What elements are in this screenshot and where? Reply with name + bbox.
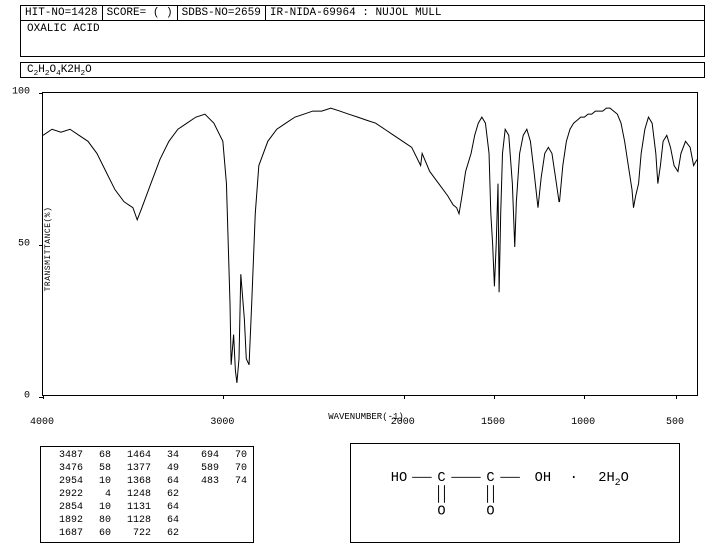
- svg-text:C: C: [437, 471, 445, 486]
- x-tick-label: 3000: [210, 417, 234, 428]
- svg-text:2H2O: 2H2O: [598, 471, 629, 488]
- structure-diagram: HO C C OH O O · 2H2O: [351, 444, 679, 542]
- y-tick-label: 50: [10, 239, 30, 250]
- x-tick-label: 1000: [571, 417, 595, 428]
- peak-table-row: 189280112864: [45, 514, 249, 527]
- peak-data-table: 3487681464346947034765813774958970295410…: [40, 446, 254, 543]
- formula-text: C2H2O4K2H2O: [27, 64, 92, 76]
- spectrum-line: [43, 93, 697, 395]
- x-tick-label: 500: [666, 417, 684, 428]
- svg-text:O: O: [486, 505, 494, 520]
- x-tick-label: 2000: [391, 417, 415, 428]
- x-tick-label: 1500: [481, 417, 505, 428]
- ir-info-cell: IR-NIDA-69964 : NUJOL MULL: [266, 6, 704, 20]
- peak-table-row: 285410113164: [45, 501, 249, 514]
- y-tick-label: 100: [10, 87, 30, 98]
- score-cell: SCORE= ( ): [103, 6, 178, 20]
- svg-text:O: O: [437, 505, 445, 520]
- compound-name: OXALIC ACID: [27, 23, 100, 35]
- hit-no-cell: HIT-NO=1428: [21, 6, 103, 20]
- svg-text:HO: HO: [391, 471, 407, 486]
- peak-table-row: 34876814643469470: [45, 449, 249, 462]
- svg-text:C: C: [486, 471, 494, 486]
- peak-table-row: 29224124862: [45, 488, 249, 501]
- peak-table-row: 34765813774958970: [45, 462, 249, 475]
- spectrum-chart: TRANSMITTANCE(%) WAVENUMBER(-1) 05010040…: [34, 84, 698, 414]
- peak-table-row: 29541013686448374: [45, 475, 249, 488]
- formula-box: C2H2O4K2H2O: [20, 62, 705, 78]
- structure-diagram-box: HO C C OH O O · 2H2O: [350, 443, 680, 543]
- svg-text:OH: OH: [535, 471, 551, 486]
- sdbs-no-cell: SDBS-NO=2659: [178, 6, 266, 20]
- y-tick-label: 0: [10, 391, 30, 402]
- header-bar: HIT-NO=1428 SCORE= ( ) SDBS-NO=2659 IR-N…: [20, 5, 705, 21]
- plot-area: [42, 92, 698, 396]
- svg-text:·: ·: [570, 471, 578, 486]
- compound-name-box: OXALIC ACID: [20, 21, 705, 57]
- peak-table-row: 16876072262: [45, 527, 249, 540]
- x-tick-label: 4000: [30, 417, 54, 428]
